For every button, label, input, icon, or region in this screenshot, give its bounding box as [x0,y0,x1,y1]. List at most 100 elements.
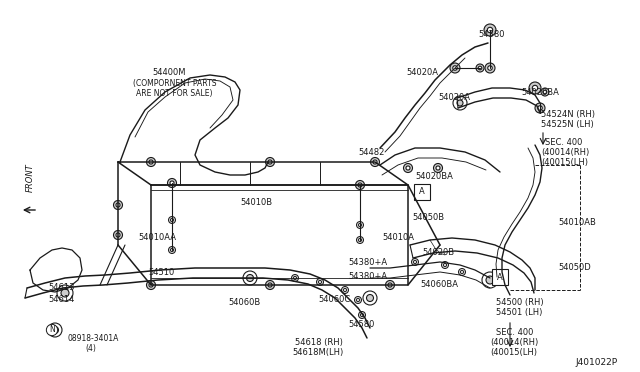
Text: 54010B: 54010B [240,198,272,207]
Circle shape [358,311,365,318]
Circle shape [450,63,460,73]
Text: 54050D: 54050D [558,263,591,272]
Text: 54050B: 54050B [412,213,444,222]
Circle shape [268,160,272,164]
Text: FRONT: FRONT [26,164,35,192]
Circle shape [458,269,465,276]
Circle shape [461,270,463,273]
Circle shape [57,285,73,301]
Text: 54618 (RH): 54618 (RH) [295,338,343,347]
Circle shape [147,280,156,289]
Text: 54618M(LH): 54618M(LH) [292,348,343,357]
Circle shape [543,90,547,94]
Text: ARE NOT FOR SALE): ARE NOT FOR SALE) [136,89,212,98]
Text: 54380+A: 54380+A [348,258,387,267]
Circle shape [243,271,257,285]
Circle shape [170,182,173,185]
Circle shape [48,323,62,337]
Circle shape [476,64,484,72]
Text: 54020A: 54020A [438,93,470,102]
Text: 54010A: 54010A [382,233,414,242]
Circle shape [356,182,364,189]
Text: 54020BA: 54020BA [415,172,453,181]
Circle shape [266,157,275,167]
Text: 08918-3401A: 08918-3401A [68,334,120,343]
Text: A: A [497,273,503,282]
Circle shape [486,276,494,284]
Circle shape [452,66,457,70]
Circle shape [388,283,392,287]
Text: (40015(LH): (40015(LH) [541,158,588,167]
Circle shape [113,201,122,209]
Text: 54380+A: 54380+A [348,272,387,281]
Circle shape [367,295,374,301]
Circle shape [170,181,174,185]
Text: 54010AB: 54010AB [558,218,596,227]
Circle shape [363,291,377,305]
Circle shape [541,88,549,96]
Text: J401022P: J401022P [575,358,617,367]
Circle shape [344,289,346,292]
Text: 54010AA: 54010AA [138,233,176,242]
Text: (COMPORNENT PARTS: (COMPORNENT PARTS [133,79,216,88]
Text: 54380: 54380 [478,30,504,39]
Circle shape [535,103,545,113]
Circle shape [532,85,538,91]
Text: 54020A: 54020A [406,68,438,77]
Text: 54613: 54613 [48,283,74,292]
Circle shape [487,27,493,33]
Text: 54501 (LH): 54501 (LH) [496,308,542,317]
Circle shape [291,275,298,282]
Circle shape [373,160,377,164]
Circle shape [319,280,321,283]
Circle shape [538,106,542,110]
Circle shape [168,217,175,224]
Circle shape [268,283,272,287]
Circle shape [116,233,120,237]
Circle shape [356,237,364,244]
Circle shape [457,100,463,106]
Circle shape [355,180,365,189]
Text: 54510: 54510 [148,268,174,277]
Circle shape [406,166,410,170]
Text: 54020BA: 54020BA [521,88,559,97]
Circle shape [317,279,323,285]
Circle shape [444,263,447,266]
Circle shape [149,160,153,164]
Circle shape [488,66,492,70]
Circle shape [149,283,153,287]
Text: N: N [49,326,55,334]
Text: (40014(RH): (40014(RH) [541,148,589,157]
Text: 54020B: 54020B [422,248,454,257]
Circle shape [371,157,380,167]
Circle shape [356,298,360,301]
Circle shape [116,203,120,207]
Circle shape [433,164,442,173]
Circle shape [356,221,364,228]
Text: (40015(LH): (40015(LH) [490,348,537,357]
Text: 54614: 54614 [48,295,74,304]
Text: SEC. 400: SEC. 400 [496,328,533,337]
Circle shape [385,280,394,289]
FancyBboxPatch shape [492,269,508,285]
Circle shape [484,24,496,36]
Circle shape [355,296,362,304]
Circle shape [478,66,482,70]
Text: 54060BA: 54060BA [420,280,458,289]
Text: 54580: 54580 [348,320,374,329]
Circle shape [51,327,58,334]
Circle shape [168,247,175,253]
Text: 54060B: 54060B [228,298,260,307]
Circle shape [168,180,175,186]
Text: 54525N (LH): 54525N (LH) [541,120,594,129]
Circle shape [168,179,177,187]
FancyBboxPatch shape [414,184,430,200]
Text: 54482: 54482 [358,148,385,157]
Circle shape [436,166,440,170]
Circle shape [358,224,362,227]
Text: (4): (4) [85,344,96,353]
Text: 54400M: 54400M [152,68,186,77]
Text: 54500 (RH): 54500 (RH) [496,298,543,307]
Circle shape [413,260,417,263]
Circle shape [403,164,413,173]
